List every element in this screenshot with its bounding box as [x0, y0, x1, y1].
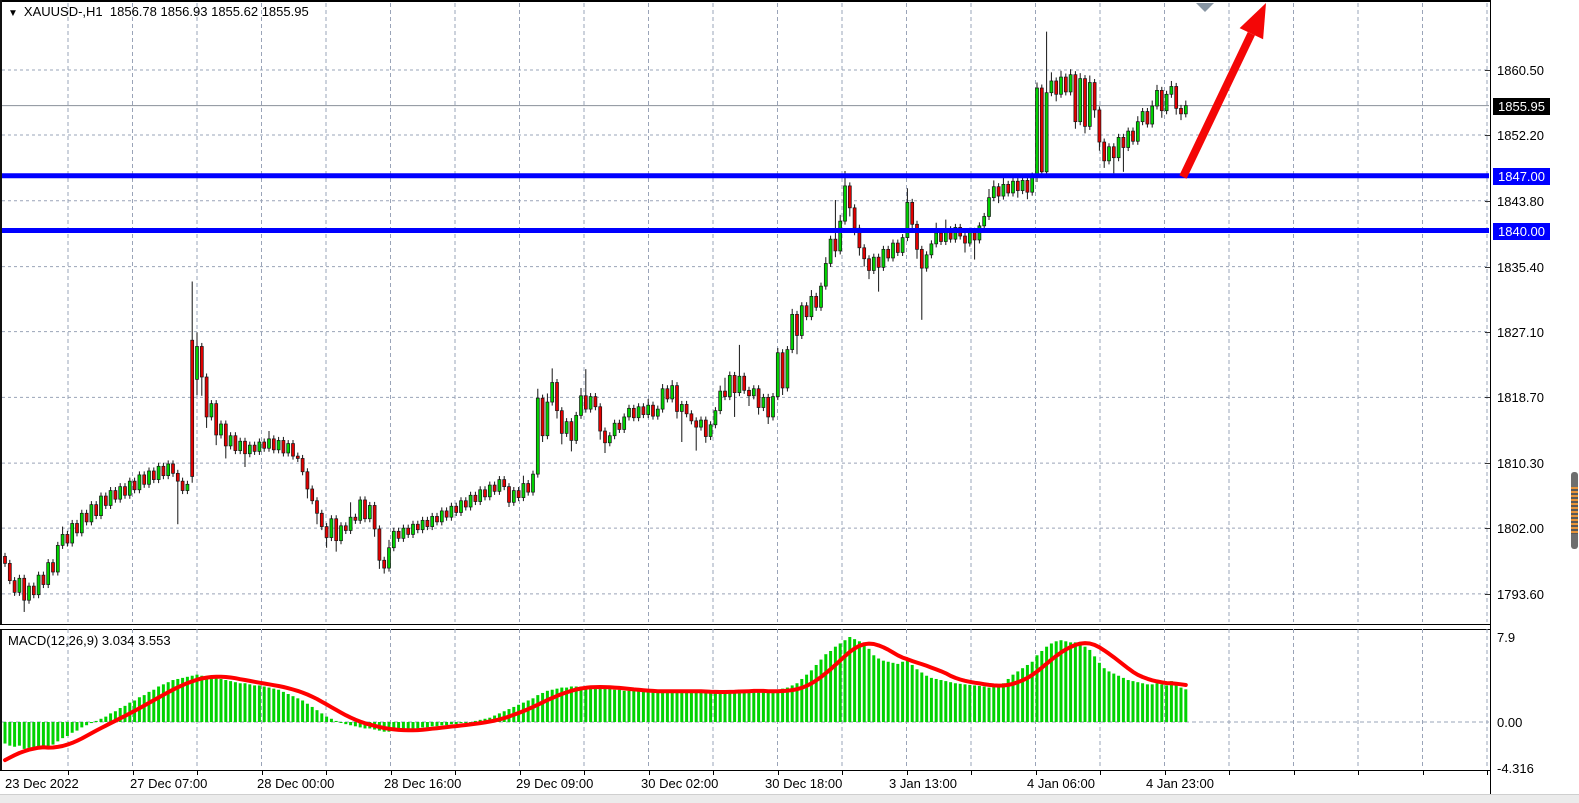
- macd-zero-label: 0.00: [1497, 715, 1523, 730]
- time-axis-tick: [842, 771, 843, 775]
- time-axis-tick: [649, 771, 650, 775]
- time-axis-tick: [262, 771, 263, 775]
- time-axis-tick: [713, 771, 714, 775]
- time-axis-tick: [1165, 771, 1166, 775]
- time-axis[interactable]: 23 Dec 2022 27 Dec 07:00 28 Dec 00:00 28 De…: [0, 771, 1490, 794]
- time-axis-tick: [133, 771, 134, 775]
- time-axis-tick: [971, 771, 972, 775]
- price-axis-label: 1818.70: [1497, 390, 1544, 405]
- scrollbar-cap-bottom: [1571, 534, 1578, 549]
- time-axis-tick: [907, 771, 908, 775]
- time-axis-label: 30 Dec 18:00: [765, 776, 843, 791]
- price-axis-label: 1793.60: [1497, 587, 1544, 602]
- symbol-period-label: XAUUSD-,H1: [23, 4, 103, 19]
- time-axis-tick: [391, 771, 392, 775]
- price-axis-label: 1810.30: [1497, 456, 1544, 471]
- pane-separator[interactable]: [0, 624, 1490, 630]
- time-axis-tick: [455, 771, 456, 775]
- time-axis-tick: [1358, 771, 1359, 775]
- macd-indicator-label: MACD(12,26,9) 3.034 3.553: [8, 633, 171, 648]
- price-axis-tick: [1485, 70, 1490, 71]
- time-axis-tick: [1100, 771, 1101, 775]
- price-axis-label: 1827.10: [1497, 325, 1544, 340]
- time-axis-tick: [1423, 771, 1424, 775]
- current-price-label: 1855.95: [1493, 98, 1550, 115]
- time-axis-label: 3 Jan 13:00: [889, 776, 957, 791]
- time-axis-tick: [778, 771, 779, 775]
- time-axis-tick: [68, 771, 69, 775]
- time-axis-tick: [1229, 771, 1230, 775]
- price-axis-tick: [1485, 594, 1490, 595]
- scrollbar-stripes: [1571, 487, 1578, 534]
- price-pane-canvas[interactable]: [0, 0, 1490, 625]
- time-axis-label: 4 Jan 23:00: [1146, 776, 1214, 791]
- price-axis-tick: [1485, 397, 1490, 398]
- scrollbar-cap-top: [1571, 472, 1578, 487]
- window-top-border: [0, 0, 1579, 2]
- price-axis-label: 1835.40: [1497, 260, 1544, 275]
- price-axis-tick: [1485, 201, 1490, 202]
- time-axis-tick: [326, 771, 327, 775]
- bottom-status-strip: [0, 794, 1579, 803]
- price-axis-label: 1802.00: [1497, 521, 1544, 536]
- ohlc-values: 1856.78 1856.93 1855.62 1855.95: [109, 4, 309, 19]
- price-axis-tick: [1485, 267, 1490, 268]
- price-axis-tick: [1485, 528, 1490, 529]
- time-axis-label: 23 Dec 2022: [5, 776, 79, 791]
- time-axis-tick: [1487, 771, 1488, 775]
- price-axis-label: 1860.50: [1497, 63, 1544, 78]
- macd-pane-border: [0, 770, 1490, 771]
- level-price-label: 1840.00: [1493, 223, 1550, 240]
- time-axis-tick: [197, 771, 198, 775]
- time-axis-tick: [1294, 771, 1295, 775]
- time-axis-label: 30 Dec 02:00: [641, 776, 719, 791]
- time-axis-label: 4 Jan 06:00: [1027, 776, 1095, 791]
- level-price-label: 1847.00: [1493, 168, 1550, 185]
- time-axis-tick: [520, 771, 521, 775]
- price-axis-tick: [1485, 135, 1490, 136]
- macd-pane-canvas[interactable]: [0, 628, 1490, 770]
- chart-header: ▼ XAUUSD-,H1 1856.78 1856.93 1855.62 1855…: [8, 4, 309, 19]
- price-axis-tick: [1485, 332, 1490, 333]
- window-left-border: [0, 0, 2, 793]
- time-axis-tick: [584, 771, 585, 775]
- macd-min-label: -4.316: [1497, 761, 1534, 776]
- macd-max-label: 7.9: [1497, 630, 1516, 645]
- time-axis-label: 29 Dec 09:00: [516, 776, 594, 791]
- time-axis-label: 27 Dec 07:00: [130, 776, 208, 791]
- collapse-panel-icon[interactable]: ▼: [8, 8, 18, 19]
- price-axis[interactable]: 1860.50 1855.95 1852.20 1847.00 1843.80 1840.…: [1485, 0, 1579, 794]
- price-axis-tick: [1485, 463, 1490, 464]
- time-axis-label: 28 Dec 00:00: [257, 776, 335, 791]
- price-axis-label: 1843.80: [1497, 194, 1544, 209]
- time-axis-tick: [1036, 771, 1037, 775]
- price-axis-label: 1852.20: [1497, 128, 1544, 143]
- vertical-scrollbar-thumb[interactable]: [1571, 472, 1578, 549]
- time-axis-label: 28 Dec 16:00: [384, 776, 462, 791]
